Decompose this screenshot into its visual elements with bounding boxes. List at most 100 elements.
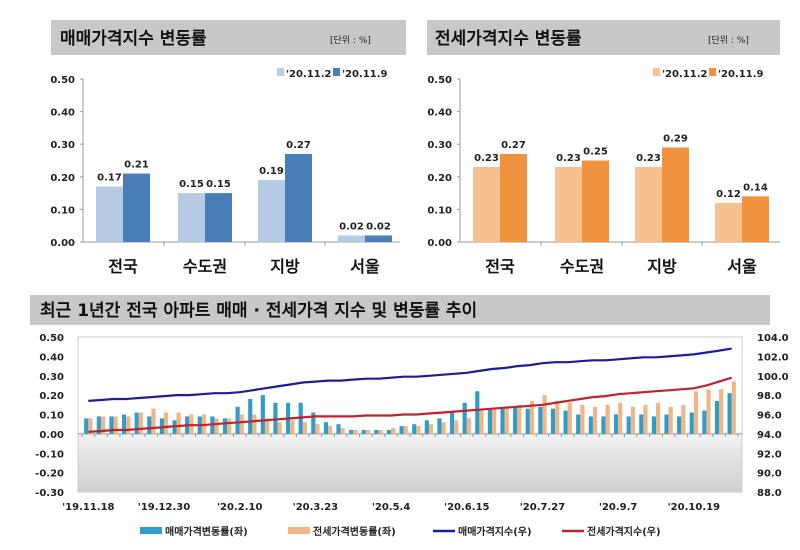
bar — [513, 406, 518, 434]
bar — [706, 389, 711, 434]
bar — [365, 430, 371, 434]
bar — [689, 412, 694, 434]
bar — [462, 402, 467, 434]
bar — [386, 430, 392, 434]
bar — [290, 420, 295, 434]
bar — [126, 416, 131, 434]
bar — [563, 410, 568, 434]
legend-swatch — [653, 68, 660, 76]
bar — [580, 404, 585, 434]
category-label: 수도권 — [183, 257, 227, 276]
bar — [96, 416, 101, 434]
data-label: 0.27 — [286, 140, 311, 151]
bar — [239, 414, 244, 434]
y-tick-label: 0.20 — [50, 173, 75, 184]
data-label: 0.02 — [366, 221, 391, 232]
category-label: 서울 — [350, 257, 380, 276]
bar — [555, 167, 582, 242]
data-label: 0.21 — [124, 160, 149, 171]
bar — [100, 416, 106, 434]
data-label: 0.29 — [663, 133, 688, 144]
bar — [311, 412, 316, 434]
y-tick-label: 0.30 — [50, 140, 75, 151]
bar — [328, 426, 333, 434]
y-tick-label: 0.10 — [427, 205, 452, 216]
x-tick-label: '20.3.23 — [293, 502, 338, 513]
chart-title: 최근 1년간 전국 아파트 매매 · 전세가격 지수 및 변동률 추이 — [40, 301, 477, 321]
legend-label: '20.11.2 — [662, 69, 707, 80]
bar — [500, 408, 505, 434]
bar — [121, 414, 127, 434]
bar — [260, 395, 265, 434]
bar — [391, 428, 396, 434]
category-label: 수도권 — [560, 257, 604, 276]
legend-swatch — [709, 68, 716, 76]
index-line — [88, 376, 733, 433]
bar — [727, 393, 732, 434]
bar — [164, 412, 169, 434]
bar — [731, 381, 736, 434]
legend-label: '20.11.9 — [718, 69, 763, 80]
bar — [538, 406, 543, 434]
left-y-tick-label: -0.20 — [35, 469, 64, 480]
legend-label: '20.11.2 — [286, 69, 331, 80]
bar — [123, 173, 150, 242]
title-bar — [427, 20, 780, 55]
bar — [437, 418, 442, 434]
bar — [681, 404, 686, 434]
bar — [134, 412, 139, 434]
bar — [412, 424, 417, 434]
bar — [428, 424, 434, 434]
legend-label: 전세가격변동률(좌) — [313, 525, 396, 538]
bar — [258, 180, 285, 242]
bar — [88, 418, 93, 434]
legend-swatch — [140, 527, 162, 534]
right-y-tick-label: 102.0 — [757, 352, 789, 363]
data-label: 0.15 — [206, 179, 231, 190]
bar — [159, 418, 164, 434]
legend-label: 전세가격지수(우) — [587, 525, 661, 538]
bar — [138, 412, 143, 434]
bar — [668, 406, 673, 434]
bar — [567, 402, 572, 434]
bar — [492, 408, 497, 434]
bar — [479, 410, 484, 434]
chart-title: 전세가격지수 변동률 — [435, 29, 582, 49]
data-label: 0.23 — [636, 153, 661, 164]
y-tick-label: 0.30 — [427, 140, 452, 151]
bar — [403, 426, 408, 434]
bar — [109, 416, 114, 434]
bar — [264, 418, 270, 434]
bar — [702, 410, 707, 434]
legend-swatch — [288, 527, 310, 534]
left-y-tick-label: 0.50 — [39, 333, 64, 344]
bar — [664, 414, 669, 434]
x-tick-label: '20.7.27 — [520, 502, 565, 513]
x-tick-label: '20.10.19 — [668, 502, 720, 513]
bar — [252, 414, 257, 434]
right-y-tick-label: 92.0 — [757, 449, 782, 460]
category-label: 전국 — [108, 257, 138, 276]
bar — [416, 426, 421, 434]
bar — [424, 420, 429, 434]
data-label: 0.17 — [97, 173, 122, 184]
bar — [487, 408, 492, 434]
bar — [353, 430, 358, 434]
legend-swatch — [277, 68, 284, 76]
bar — [340, 428, 345, 434]
x-tick-label: '20.5.4 — [372, 502, 411, 513]
data-label: 0.23 — [474, 153, 499, 164]
bar — [361, 430, 366, 434]
bar — [605, 404, 610, 434]
bar — [626, 416, 631, 434]
left-y-tick-label: -0.10 — [35, 449, 64, 460]
data-label: 0.19 — [259, 166, 284, 177]
y-tick-label: 0.50 — [427, 75, 452, 86]
bar — [651, 416, 656, 434]
category-label: 전국 — [485, 257, 515, 276]
bar — [630, 406, 635, 434]
y-tick-label: 0.00 — [427, 238, 452, 249]
bar — [588, 416, 593, 434]
data-label: 0.02 — [339, 221, 364, 232]
bar — [719, 389, 724, 434]
